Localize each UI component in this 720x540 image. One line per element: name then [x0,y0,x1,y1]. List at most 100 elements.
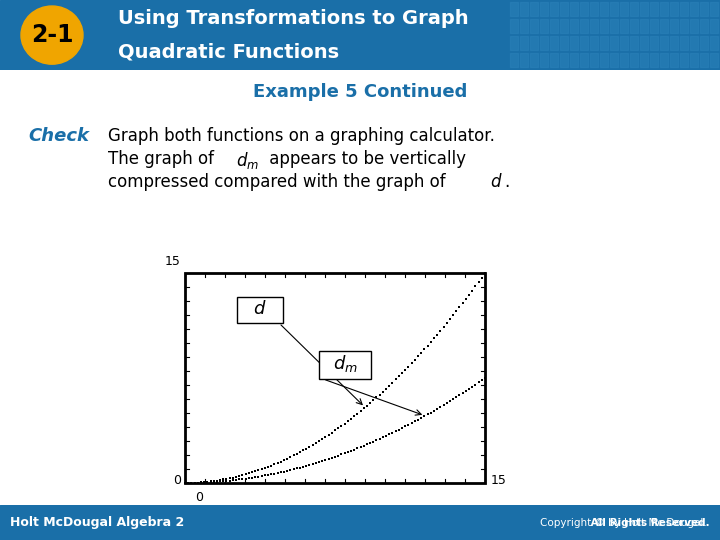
Bar [680,19,688,33]
Bar [590,2,598,16]
Point [396,369,408,377]
Bar [620,36,628,50]
Point [259,464,271,472]
Point [351,444,363,453]
Point [454,303,465,312]
Point [396,424,408,433]
Point [246,474,258,482]
Point [476,273,487,282]
Point [402,362,414,371]
Bar [670,19,678,33]
Point [208,477,220,485]
Point [333,424,344,433]
Bar [580,36,588,50]
Point [307,460,318,468]
Text: Example 5 Continued: Example 5 Continued [253,83,467,101]
Bar [640,36,648,50]
Text: $d_m$: $d_m$ [333,354,357,375]
Point [460,295,472,303]
Point [199,478,210,487]
Point [256,472,267,481]
Text: appears to be vertically: appears to be vertically [264,150,466,168]
Point [400,366,411,374]
Bar [690,53,698,67]
Bar [560,36,568,50]
Point [384,381,395,390]
Bar [510,36,518,50]
Text: Check: Check [28,127,89,145]
Point [221,475,233,483]
Bar [630,2,638,16]
Bar [670,2,678,16]
Bar [600,36,608,50]
Point [384,430,395,438]
Point [243,469,255,478]
Bar [580,2,588,16]
Point [431,330,443,339]
Point [195,478,207,487]
Text: 0: 0 [195,491,203,504]
Point [284,453,296,461]
Bar [620,19,628,33]
Bar [710,53,718,67]
Bar [680,2,688,16]
Point [266,470,277,478]
Point [361,401,373,410]
Point [342,448,354,456]
Bar [660,19,668,33]
Point [233,475,245,484]
Point [361,440,373,449]
Point [387,428,398,437]
Point [371,436,382,444]
Point [355,443,366,451]
Text: The graph of: The graph of [108,150,220,168]
Bar [700,53,708,67]
Bar [530,36,538,50]
Point [473,278,485,286]
Point [189,478,200,487]
Bar [540,36,548,50]
Point [476,376,487,384]
Point [323,455,334,463]
Point [364,399,376,407]
Bar [560,2,568,16]
Point [413,415,424,424]
Point [224,476,235,485]
Bar [680,53,688,67]
Point [480,269,491,278]
Point [227,473,238,482]
Bar [700,19,708,33]
Bar [600,53,608,67]
Point [256,465,267,474]
Point [204,477,216,485]
Point [336,450,347,458]
Bar [540,2,548,16]
Bar [710,2,718,16]
Point [227,476,238,484]
Point [390,427,401,435]
Bar [570,36,578,50]
Point [444,315,456,323]
Point [473,378,485,387]
Bar [550,36,558,50]
Bar [600,2,608,16]
Point [304,442,315,451]
Point [246,468,258,477]
Bar [550,2,558,16]
Point [217,477,229,485]
Bar [650,2,658,16]
Bar [570,19,578,33]
Point [215,477,226,486]
Point [215,476,226,484]
Text: Quadratic Functions: Quadratic Functions [118,43,339,62]
Ellipse shape [21,6,83,64]
Point [409,355,420,364]
Point [431,404,443,413]
Point [192,478,204,487]
Text: Using Transformations to Graph: Using Transformations to Graph [118,9,469,28]
Point [186,478,197,487]
Point [358,404,369,413]
Point [271,469,283,477]
Point [300,444,312,453]
Bar [510,53,518,67]
